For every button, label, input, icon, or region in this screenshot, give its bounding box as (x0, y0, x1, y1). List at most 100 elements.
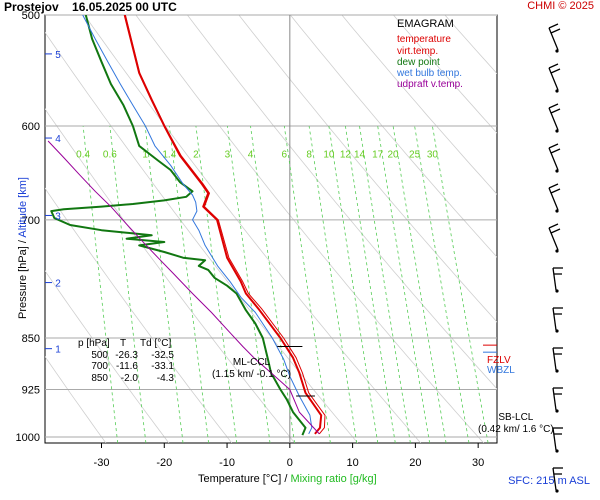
wind-barb (548, 107, 559, 131)
station-name: Prostejov (4, 0, 59, 14)
x-tick-label: 10 (346, 457, 358, 469)
wind-barb-feather (550, 188, 561, 194)
chart-title: Prostejov 16.05.2025 00 UTC (4, 0, 177, 14)
mixing-ratio-line (392, 125, 447, 443)
wind-barb (548, 147, 559, 171)
x-tick-label: 20 (409, 457, 421, 469)
wind-barb-dot (555, 89, 559, 93)
mixing-ratio-label: 30 (427, 150, 439, 161)
wind-barb-feather (550, 108, 561, 114)
mixing-ratio-line (144, 125, 184, 443)
series-line-wet-bulb-temp (82, 15, 313, 435)
table-row: 850 -2.0 -4.3 (91, 372, 174, 384)
wind-barb-dot (555, 209, 559, 213)
x-tick-label: -10 (219, 457, 235, 469)
legend-item-updraft: udpraft v.temp. (397, 79, 463, 91)
datetime: 16.05.2025 00 UTC (72, 0, 177, 14)
mixing-ratio-line (308, 125, 358, 443)
mixing-ratio-axis-label: Mixing ratio [g/kg] (290, 473, 377, 485)
label-separator: / (284, 473, 288, 485)
sb-lcl-label: SB-LCL (498, 412, 534, 423)
series-line-virt-temp (124, 15, 326, 435)
mixing-ratio-line (359, 125, 411, 443)
wind-barb (552, 307, 557, 331)
altitude-tick-label: 4 (55, 134, 61, 145)
legend-item-dew-point: dew point (397, 56, 440, 68)
mixing-ratio-label: 10 (323, 150, 335, 161)
wind-barb (552, 387, 557, 411)
wind-barb (548, 67, 559, 91)
mixing-ratio-line (414, 125, 470, 443)
wind-barb-feather (550, 28, 561, 34)
wind-barb-feather (548, 63, 559, 69)
wind-barb-feather (548, 103, 559, 109)
mixing-ratio-label: 0.6 (103, 150, 117, 161)
mixing-ratio-line (168, 125, 209, 443)
mixing-ratio-label: 1 (142, 150, 148, 161)
mixing-ratio-label: 0.4 (76, 150, 90, 161)
dry-adiabat-line (290, 15, 497, 258)
dry-adiabat-line (187, 15, 497, 390)
wind-barb-feather (548, 143, 559, 149)
mixing-ratio-line (283, 125, 331, 443)
wind-barb-dot (555, 369, 559, 373)
dry-adiabat-line (238, 15, 497, 323)
wind-barb-dot (555, 129, 559, 133)
y-axis-label: Pressure [hPa] / Altitude [km] (17, 177, 29, 319)
y-tick-label: 850 (22, 333, 40, 345)
mixing-ratio-label: 25 (409, 150, 421, 161)
mixing-ratio-label: 3 (225, 150, 231, 161)
x-tick-label: 0 (287, 457, 293, 469)
x-tick-label: -20 (156, 457, 172, 469)
dry-adiabat-line (444, 15, 497, 75)
altitude-tick-label: 5 (55, 50, 61, 61)
wind-barb (548, 187, 559, 211)
mixing-ratio-label: 4 (248, 150, 254, 161)
ml-ccl-value: (1.15 km/ -0.1 °C) (212, 368, 292, 380)
temperature-axis-label: Temperature [°C] (198, 473, 282, 485)
x-axis-label: Temperature [°C] / Mixing ratio [g/kg] (198, 473, 377, 485)
mixing-ratio-line (345, 125, 396, 443)
wind-barb (552, 467, 557, 491)
table-row: 500 -26.3 -32.5 (91, 349, 174, 361)
wind-barb-feather (548, 223, 559, 229)
wind-barb-feather (548, 183, 559, 189)
ml-ccl-label: ML-CCL (232, 357, 271, 368)
wind-barb-feather (550, 228, 561, 234)
wind-barb-feather (550, 68, 561, 74)
wind-barb-dot (555, 489, 559, 493)
dry-adiabat-line (496, 15, 497, 17)
wind-barb-dot (555, 169, 559, 173)
wbzl-label: WBZL (487, 365, 515, 376)
table-header: p [hPa] T Td [°C] (78, 338, 172, 349)
wind-barb-feather (550, 148, 561, 154)
surface-height: SFC: 215 m ASL (508, 475, 590, 487)
series-line-temperature (123, 15, 323, 435)
wind-barb-dot (555, 49, 559, 53)
dry-adiabat-line (393, 15, 497, 134)
x-tick-label: -30 (94, 457, 110, 469)
credit: CHMI © 2025 (527, 0, 594, 12)
altitude-tick-label: 1 (55, 345, 61, 356)
y-tick-label: 1000 (16, 432, 40, 444)
y-tick-label: 500 (22, 10, 40, 22)
wind-barb-feather (548, 23, 559, 29)
ml-ccl-annotation: ML-CCL (1.15 km/ -0.1 °C) (212, 357, 291, 380)
mixing-ratio-line (109, 125, 147, 443)
mixing-ratio-line (227, 125, 271, 443)
wind-barb (548, 227, 559, 251)
mixing-ratio-line (432, 125, 489, 443)
wind-barb-dot (555, 289, 559, 293)
legend-title: EMAGRAM (397, 18, 454, 30)
pressure-label: Pressure [hPa] (16, 246, 29, 319)
mixing-ratio-line (82, 125, 119, 443)
altitude-tick-label: 2 (55, 279, 61, 290)
mixing-ratio-line (328, 125, 379, 443)
mixing-ratio-label: 14 (354, 150, 366, 161)
wind-barb (552, 347, 557, 371)
sb-lcl-value: (0.42 km/ 1.6 °C) (478, 423, 554, 435)
series-line-dew-point (50, 15, 307, 436)
y-tick-label: 600 (22, 121, 40, 133)
x-tick-label: 30 (472, 457, 484, 469)
wind-barb (552, 427, 557, 451)
